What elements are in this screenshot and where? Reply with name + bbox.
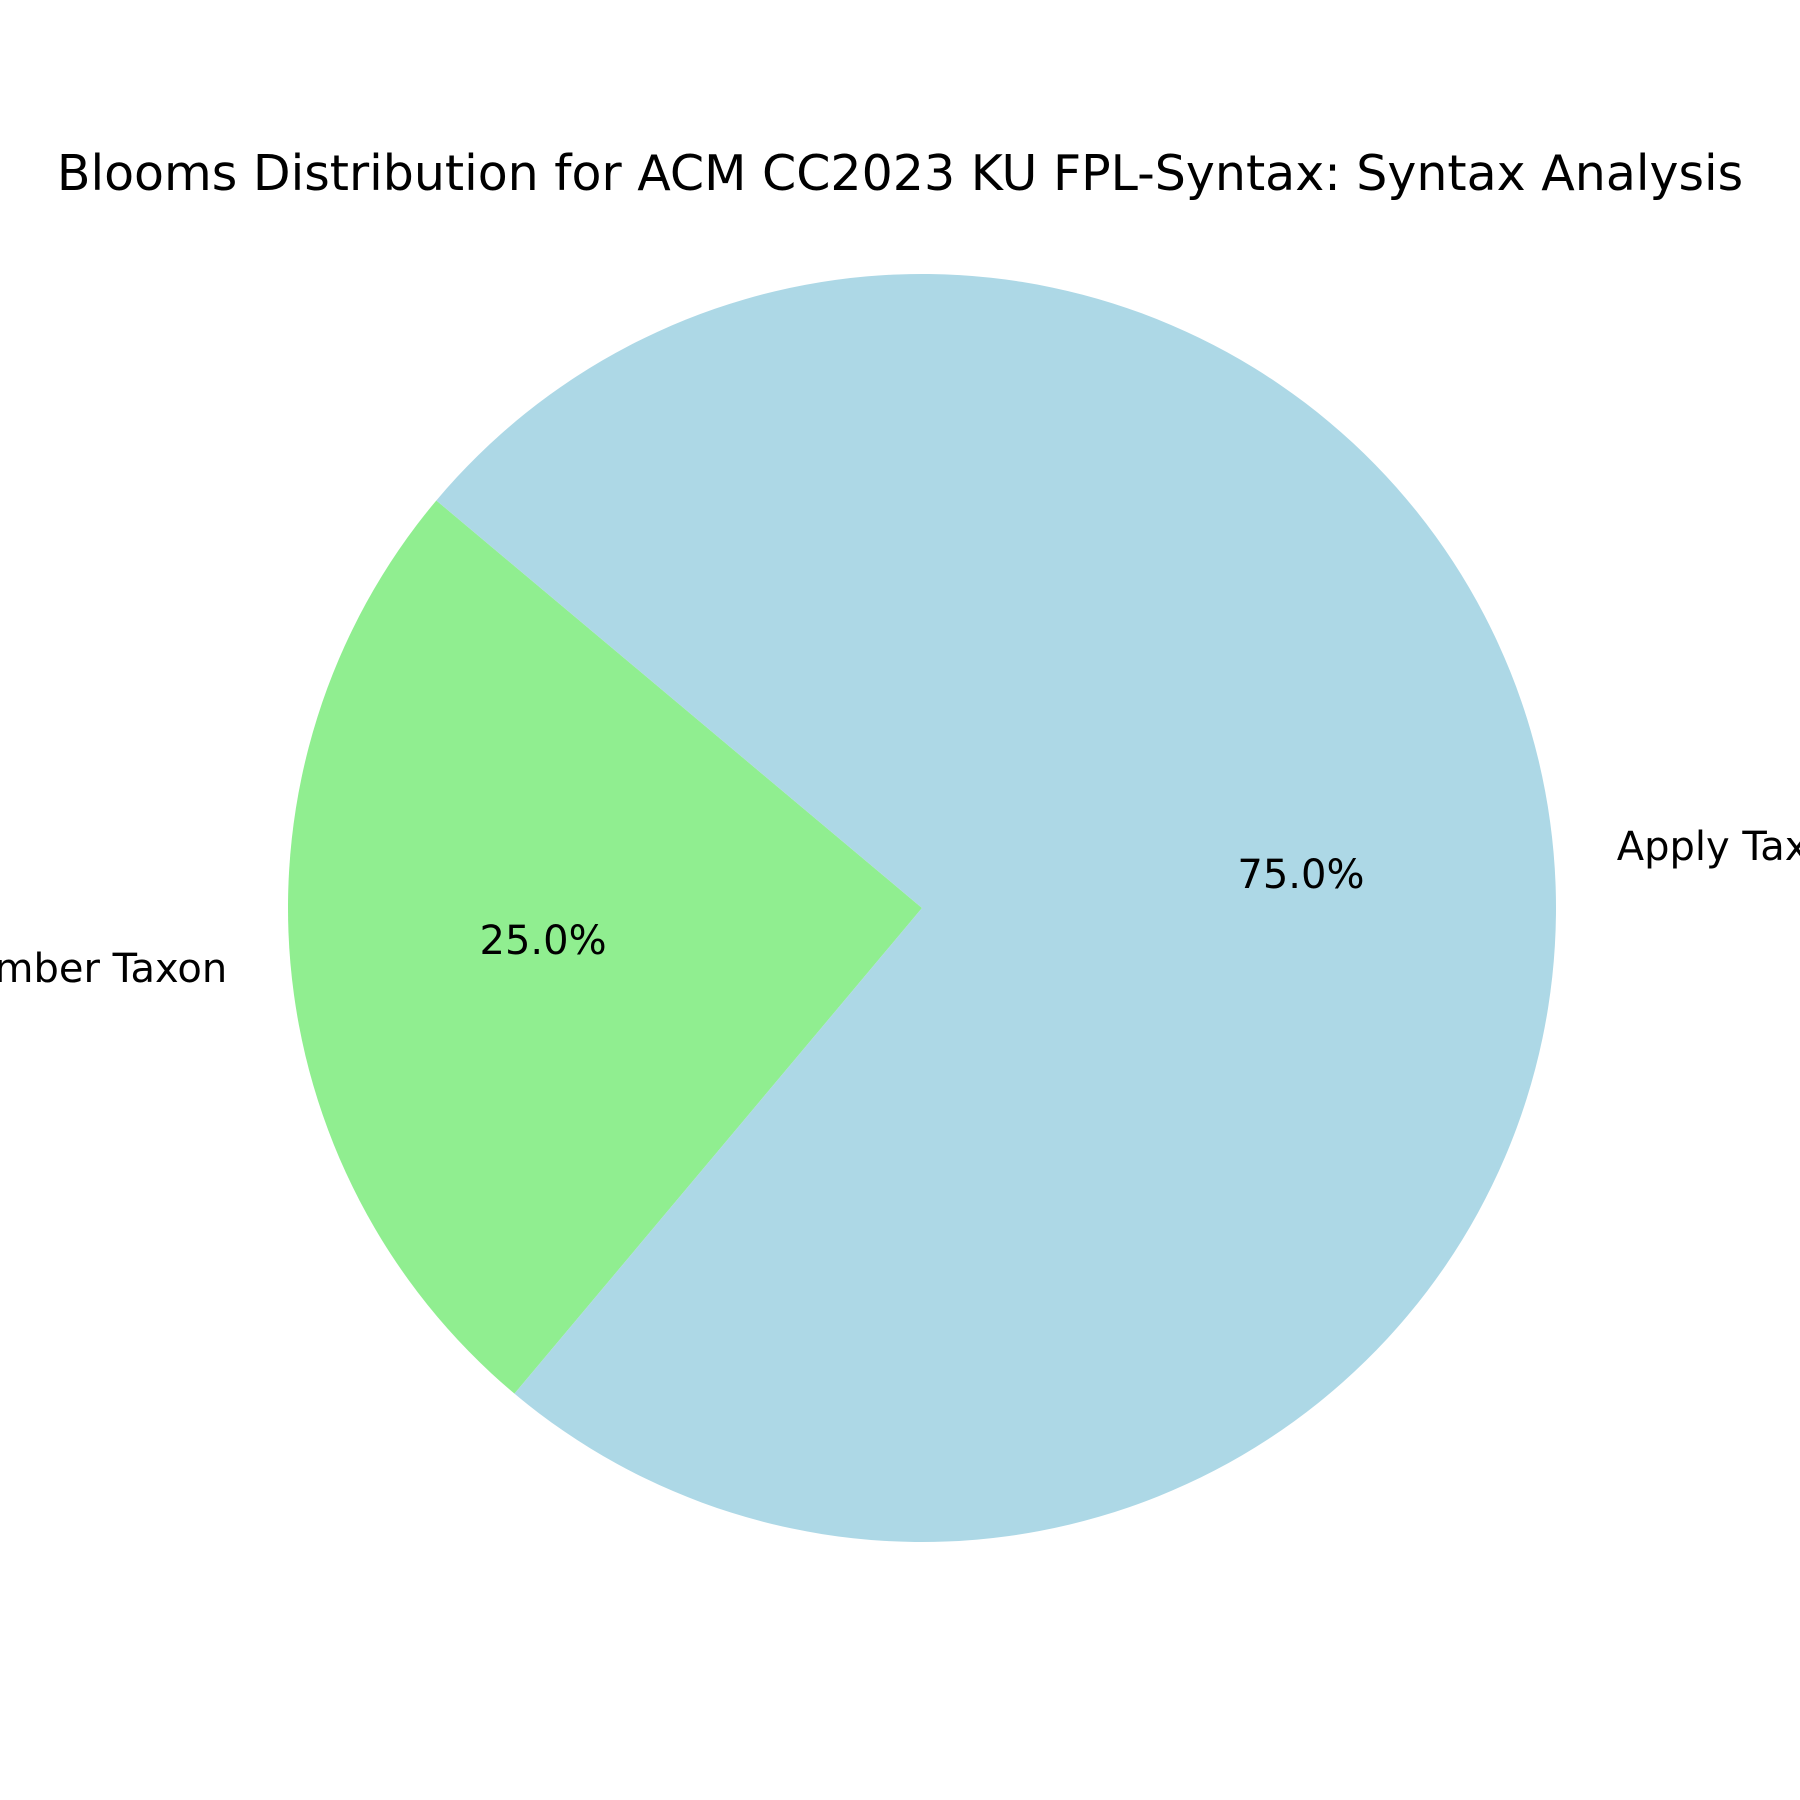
pie-slice-1 bbox=[287, 500, 922, 1394]
chart-title: Blooms Distribution for ACM CC2023 KU FP… bbox=[57, 145, 1743, 202]
pie-slices bbox=[287, 274, 1556, 1542]
pie-labels: Remember Taxon 25.0% Apply Taxon 75.0% bbox=[0, 824, 1800, 992]
pie-slice-2 bbox=[436, 274, 1556, 1542]
slice-label-1: Remember Taxon bbox=[0, 946, 227, 992]
percent-label-1: 25.0% bbox=[480, 918, 607, 964]
percent-label-2: 75.0% bbox=[1237, 852, 1364, 898]
slice-label-2: Apply Taxon bbox=[1617, 824, 1800, 870]
